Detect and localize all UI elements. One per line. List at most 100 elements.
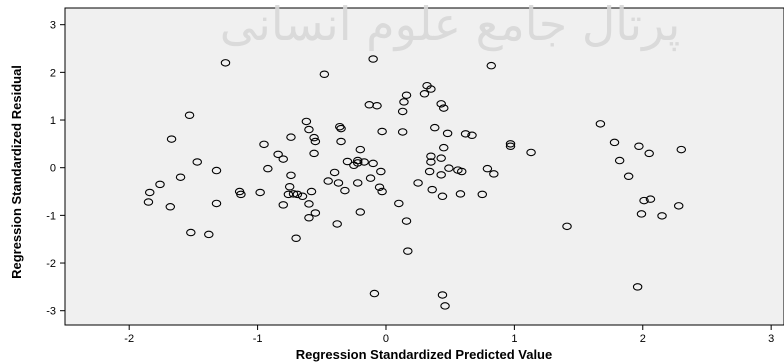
data-point [342, 157, 353, 166]
data-point [220, 59, 231, 67]
data-point [211, 166, 222, 175]
data-point [309, 149, 319, 158]
data-point [442, 129, 453, 138]
data-point [486, 61, 497, 70]
data-point [368, 55, 378, 63]
data-point [340, 186, 350, 195]
data-point [614, 156, 625, 165]
data-point [397, 107, 408, 116]
data-point [439, 143, 449, 152]
data-point [368, 159, 378, 168]
plot-area [64, 7, 784, 326]
x-tick-label: -1 [253, 333, 263, 345]
y-tick-label: -3 [46, 306, 56, 318]
data-point [595, 120, 606, 128]
data-point [636, 210, 647, 218]
data-point [634, 142, 644, 150]
data-point [165, 203, 176, 211]
data-point [505, 140, 516, 148]
data-point [236, 190, 246, 199]
data-point [455, 190, 466, 198]
data-point [304, 125, 314, 134]
data-point [676, 145, 687, 154]
data-point [319, 70, 330, 79]
data-point [467, 131, 477, 140]
data-point [310, 209, 321, 217]
data-point [364, 101, 375, 109]
data-point [401, 91, 412, 99]
data-point [352, 179, 363, 187]
data-point [291, 234, 301, 242]
data-point [437, 192, 448, 201]
y-tick-label: 3 [50, 20, 56, 32]
data-point [355, 145, 366, 154]
data-point [355, 208, 366, 216]
data-point [359, 158, 369, 166]
data-point [192, 158, 202, 166]
data-point [403, 247, 413, 255]
data-point [644, 149, 654, 158]
data-point [273, 150, 283, 159]
data-point [365, 174, 376, 182]
data-point [439, 104, 449, 112]
y-tick-label: 0 [50, 163, 56, 175]
y-tick-label: 2 [50, 67, 56, 79]
data-point [211, 199, 222, 208]
data-point [184, 111, 195, 120]
data-point [329, 168, 340, 177]
x-tick-label: 2 [640, 333, 646, 345]
data-point [349, 161, 359, 170]
data-point [374, 183, 385, 191]
data-point [286, 171, 296, 180]
data-point [436, 154, 446, 162]
data-point [477, 190, 488, 199]
data-point [376, 167, 386, 176]
data-point [263, 164, 273, 173]
x-tick-label: -2 [124, 333, 134, 345]
y-axis: -3 -2 -1 0 1 2 3 [46, 20, 65, 318]
data-point [426, 158, 436, 166]
data-point [657, 212, 667, 220]
data-point [310, 137, 321, 146]
x-axis-title: Regression Standardized Predicted Value [296, 347, 552, 362]
data-point [377, 187, 387, 196]
data-point [301, 117, 312, 126]
data-point [460, 130, 471, 138]
data-point [526, 148, 536, 157]
data-point [259, 140, 269, 149]
data-point [505, 142, 516, 150]
data-point [639, 196, 649, 205]
x-tick-label: 0 [383, 333, 389, 345]
data-point [401, 217, 412, 225]
data-point [278, 155, 289, 163]
data-point [297, 192, 308, 201]
data-point [377, 127, 387, 136]
data-point [427, 185, 437, 194]
y-tick-label: 1 [50, 115, 56, 127]
data-point [399, 98, 409, 106]
data-point [444, 164, 454, 172]
data-point [426, 85, 436, 93]
data-point [284, 183, 295, 191]
data-point [323, 177, 333, 185]
data-point [255, 188, 265, 197]
data-point [426, 152, 436, 161]
data-point [292, 190, 303, 199]
x-axis: -2 -1 0 1 2 3 [124, 325, 774, 345]
data-point [204, 230, 214, 239]
data-point [436, 100, 446, 108]
data-point [419, 90, 430, 98]
data-point [144, 188, 155, 197]
data-points [143, 55, 687, 310]
data-point [437, 291, 448, 299]
data-point [489, 170, 499, 178]
data-point [336, 124, 346, 133]
data-point [155, 180, 165, 189]
data-point [562, 222, 572, 231]
x-tick-label: 3 [768, 333, 774, 345]
data-point [175, 173, 186, 181]
data-point [336, 137, 346, 146]
y-tick-label: -1 [46, 210, 56, 222]
data-point [143, 198, 154, 206]
data-point [456, 167, 467, 176]
